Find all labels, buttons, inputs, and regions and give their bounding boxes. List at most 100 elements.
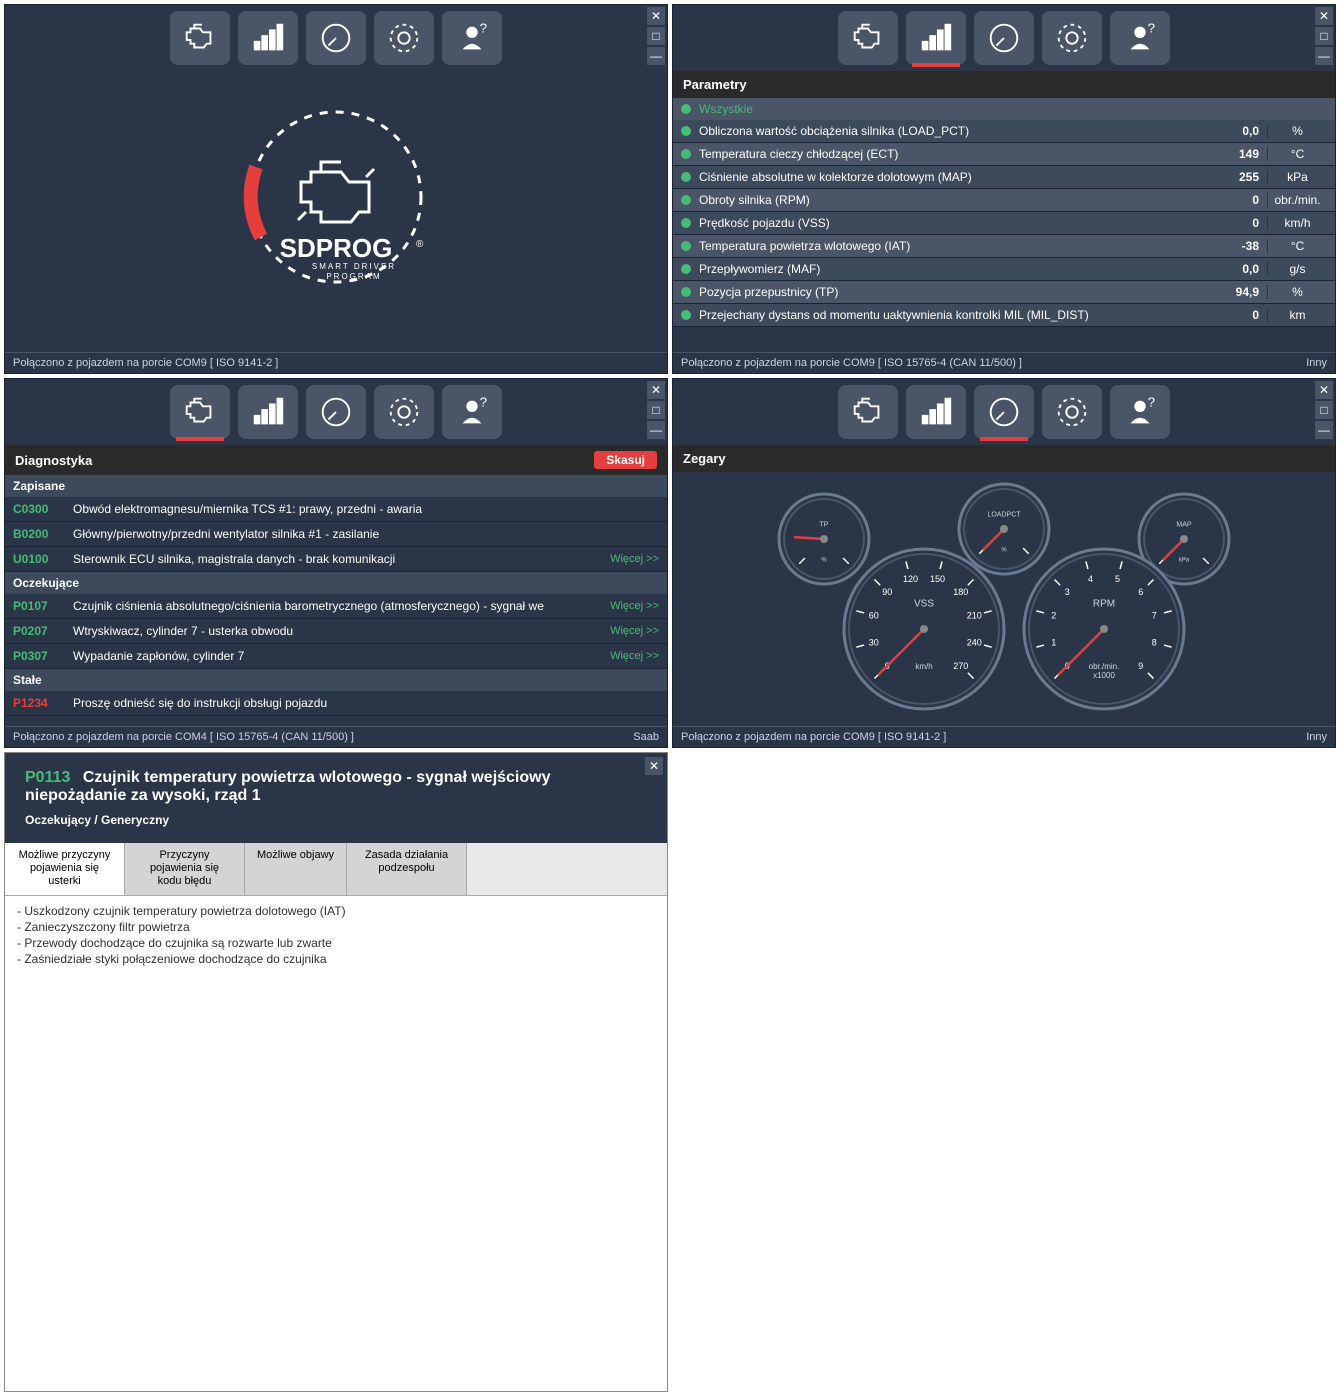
svg-text:60: 60 bbox=[869, 611, 879, 621]
diag-row[interactable]: C0300Obwód elektromagnesu/miernika TCS #… bbox=[5, 497, 667, 522]
bars-icon[interactable] bbox=[906, 11, 966, 65]
param-row[interactable]: Prędkość pojazdu (VSS)0km/h bbox=[673, 212, 1335, 235]
svg-text:x1000: x1000 bbox=[1093, 671, 1115, 680]
params-all-row[interactable]: Wszystkie bbox=[673, 98, 1335, 120]
bars-icon[interactable] bbox=[238, 11, 298, 65]
diag-desc: Czujnik ciśnienia absolutnego/ciśnienia … bbox=[73, 599, 602, 613]
svg-text:240: 240 bbox=[967, 637, 982, 647]
param-unit: km/h bbox=[1267, 216, 1327, 230]
close-icon[interactable]: ✕ bbox=[647, 7, 665, 25]
svg-text:%: % bbox=[1001, 548, 1007, 554]
minimize-icon[interactable]: — bbox=[647, 421, 665, 439]
bars-icon[interactable] bbox=[906, 385, 966, 439]
param-row[interactable]: Pozycja przepustnicy (TP)94,9% bbox=[673, 281, 1335, 304]
engine-icon[interactable] bbox=[170, 385, 230, 439]
tab[interactable]: Zasada działania podzespołu bbox=[347, 843, 467, 895]
diag-row[interactable]: P0107Czujnik ciśnienia absolutnego/ciśni… bbox=[5, 594, 667, 619]
minimize-icon[interactable]: — bbox=[647, 47, 665, 65]
more-link[interactable]: Więcej >> bbox=[610, 625, 659, 637]
param-row[interactable]: Przejechany dystans od momentu uaktywnie… bbox=[673, 304, 1335, 327]
diag-category: Stałe bbox=[5, 669, 667, 691]
scan-button[interactable]: Skasuj bbox=[594, 451, 657, 469]
close-icon[interactable]: ✕ bbox=[645, 757, 663, 775]
param-name: Pozycja przepustnicy (TP) bbox=[699, 285, 1207, 299]
diag-desc: Wtryskiwacz, cylinder 7 - usterka obwodu bbox=[73, 624, 602, 638]
close-icon[interactable]: ✕ bbox=[647, 381, 665, 399]
more-link[interactable]: Więcej >> bbox=[610, 553, 659, 565]
param-name: Prędkość pojazdu (VSS) bbox=[699, 216, 1207, 230]
gauge-rpm: 0123456789RPMobr./min.x1000 bbox=[1024, 549, 1184, 709]
maximize-icon[interactable]: □ bbox=[647, 401, 665, 419]
more-link[interactable]: Więcej >> bbox=[610, 600, 659, 612]
svg-text:30: 30 bbox=[869, 637, 879, 647]
bars-icon[interactable] bbox=[238, 385, 298, 439]
tab[interactable]: Możliwe objawy bbox=[245, 843, 347, 895]
diag-desc: Wypadanie zapłonów, cylinder 7 bbox=[73, 649, 602, 663]
diag-row[interactable]: P1234Proszę odnieść się do instrukcji ob… bbox=[5, 691, 667, 716]
param-unit: obr./min. bbox=[1267, 193, 1327, 207]
detail-line: - Przewody dochodzące do czujnika są roz… bbox=[17, 936, 655, 950]
param-value: 0 bbox=[1207, 216, 1267, 230]
status-dot-icon bbox=[681, 195, 691, 205]
maximize-icon[interactable]: □ bbox=[1315, 401, 1333, 419]
detail-line: - Zaśniedziałe styki połączeniowe dochod… bbox=[17, 952, 655, 966]
logo-area: SDPROG SMART DRIVER PROGRAM ® bbox=[5, 71, 667, 352]
svg-text:obr./min.: obr./min. bbox=[1089, 662, 1120, 671]
gear-icon[interactable] bbox=[374, 385, 434, 439]
param-row[interactable]: Temperatura powietrza wlotowego (IAT)-38… bbox=[673, 235, 1335, 258]
gear-icon[interactable] bbox=[1042, 11, 1102, 65]
diag-row[interactable]: U0100Sterownik ECU silnika, magistrala d… bbox=[5, 547, 667, 572]
svg-text:1: 1 bbox=[1051, 637, 1056, 647]
help-icon[interactable]: ? bbox=[442, 385, 502, 439]
status-dot-icon bbox=[681, 241, 691, 251]
param-row[interactable]: Obroty silnika (RPM)0obr./min. bbox=[673, 189, 1335, 212]
maximize-icon[interactable]: □ bbox=[647, 27, 665, 45]
diag-category: Oczekujące bbox=[5, 572, 667, 594]
param-row[interactable]: Obliczona wartość obciążenia silnika (LO… bbox=[673, 120, 1335, 143]
svg-text:?: ? bbox=[480, 394, 487, 409]
close-icon[interactable]: ✕ bbox=[1315, 7, 1333, 25]
logo-subtitle: SMART DRIVER bbox=[312, 262, 396, 271]
params-header: Parametry bbox=[683, 77, 747, 92]
gauge-icon[interactable] bbox=[306, 385, 366, 439]
help-icon[interactable]: ? bbox=[1110, 385, 1170, 439]
diag-row[interactable]: P0307Wypadanie zapłonów, cylinder 7Więce… bbox=[5, 644, 667, 669]
gauge-tp: TP% bbox=[779, 494, 869, 584]
param-row[interactable]: Przepływomierz (MAF)0,0g/s bbox=[673, 258, 1335, 281]
param-value: -38 bbox=[1207, 239, 1267, 253]
gear-icon[interactable] bbox=[374, 11, 434, 65]
diag-row[interactable]: B0200Główny/pierwotny/przedni wentylator… bbox=[5, 522, 667, 547]
gauge-icon[interactable] bbox=[974, 385, 1034, 439]
tab[interactable]: Przyczyny pojawienia się kodu błędu bbox=[125, 843, 245, 895]
more-link[interactable]: Więcej >> bbox=[610, 650, 659, 662]
status-right: Inny bbox=[1306, 731, 1327, 743]
param-row[interactable]: Temperatura cieczy chłodzącej (ECT)149°C bbox=[673, 143, 1335, 166]
param-value: 94,9 bbox=[1207, 285, 1267, 299]
svg-text:RPM: RPM bbox=[1093, 599, 1115, 610]
param-row[interactable]: Ciśnienie absolutne w kolektorze dolotow… bbox=[673, 166, 1335, 189]
tab[interactable]: Możliwe przyczyny pojawienia się usterki bbox=[5, 843, 125, 895]
svg-text:?: ? bbox=[1148, 394, 1155, 409]
param-unit: °C bbox=[1267, 239, 1327, 253]
diag-row[interactable]: P0207Wtryskiwacz, cylinder 7 - usterka o… bbox=[5, 619, 667, 644]
gear-icon[interactable] bbox=[1042, 385, 1102, 439]
minimize-icon[interactable]: — bbox=[1315, 421, 1333, 439]
engine-icon[interactable] bbox=[838, 385, 898, 439]
engine-icon[interactable] bbox=[838, 11, 898, 65]
window-params: ✕ □ — ? Parametry Wszystkie Obliczona wa… bbox=[672, 4, 1336, 374]
help-icon[interactable]: ? bbox=[1110, 11, 1170, 65]
help-icon[interactable]: ? bbox=[442, 11, 502, 65]
gauge-icon[interactable] bbox=[306, 11, 366, 65]
svg-text:?: ? bbox=[480, 20, 487, 35]
svg-text:%: % bbox=[821, 558, 827, 564]
param-value: 149 bbox=[1207, 147, 1267, 161]
minimize-icon[interactable]: — bbox=[1315, 47, 1333, 65]
close-icon[interactable]: ✕ bbox=[1315, 381, 1333, 399]
window-gauges: ✕ □ — ? Zegary TP%LOADPCT%MAPkPa03060901… bbox=[672, 378, 1336, 748]
gauge-icon[interactable] bbox=[974, 11, 1034, 65]
maximize-icon[interactable]: □ bbox=[1315, 27, 1333, 45]
status-dot-icon bbox=[681, 264, 691, 274]
svg-text:9: 9 bbox=[1138, 661, 1143, 671]
engine-icon[interactable] bbox=[170, 11, 230, 65]
status-left: Połączono z pojazdem na porcie COM9 [ IS… bbox=[13, 357, 278, 369]
